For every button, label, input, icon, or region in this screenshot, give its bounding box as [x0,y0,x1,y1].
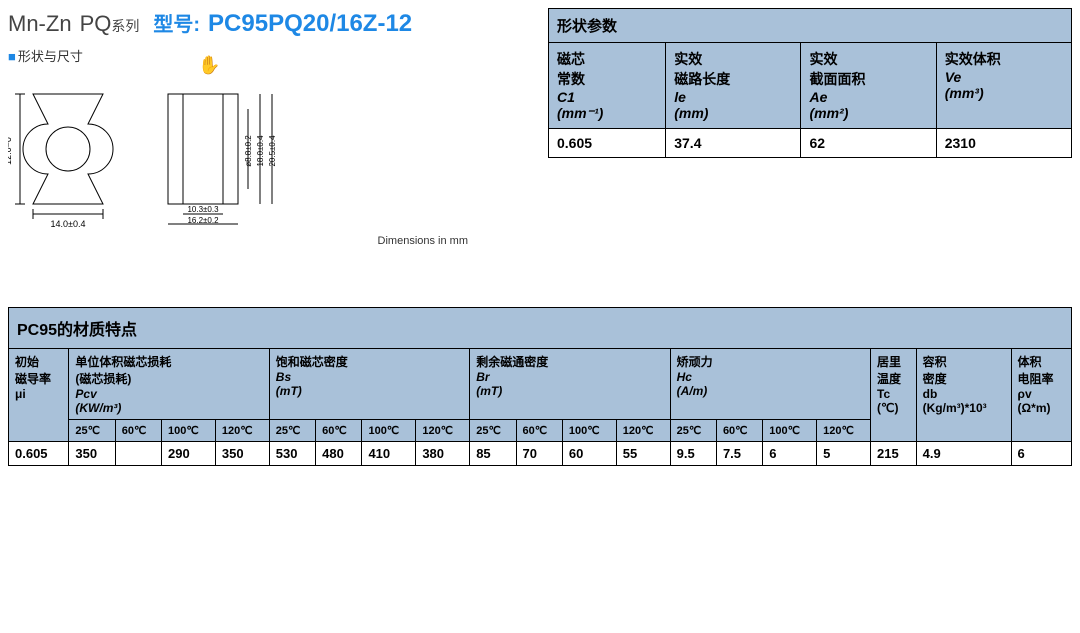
val-br-0: 85 [470,442,516,466]
schematic-front: 14.0±0.4 12.0−0 [8,69,128,229]
val-hc-1: 7.5 [716,442,762,466]
val-bs-3: 380 [416,442,470,466]
material-table-title: PC95的材质特点 [9,308,1072,349]
val-pcv-2: 290 [162,442,216,466]
val-pcv-3: 350 [215,442,269,466]
dim-d6: 10.3±0.3 [187,205,219,214]
dim-d5: 20.5±0.4 [268,135,277,167]
val-hc-2: 6 [763,442,817,466]
bs-t1: 60℃ [316,420,362,442]
col-br: 剩余磁通密度 Br (mT) [470,349,670,420]
val-ve: 2310 [936,129,1071,158]
hc-t1: 60℃ [716,420,762,442]
series-prefix: Mn-Zn [8,11,72,37]
col-tc: 居里 温度 Tc (℃) [871,349,917,442]
col-hc: 矫顽力 Hc (A/m) [670,349,870,420]
title-and-diagram: Mn-Zn PQ系列 型号: PC95PQ20/16Z-12 形状与尺寸 ✋ [8,8,528,247]
col-pv: 体积 电阻率 ρv (Ω*m) [1011,349,1071,442]
bs-t2: 100℃ [362,420,416,442]
val-hc-3: 5 [817,442,871,466]
val-bs-0: 530 [269,442,315,466]
br-t1: 60℃ [516,420,562,442]
pcv-t1: 60℃ [115,420,161,442]
dim-d2: 12.0−0 [8,137,13,165]
shape-params-table: 形状参数 磁芯 常数 C1 (mm⁻¹) 实效 磁路长度 le (mm) 实效 … [548,8,1072,158]
col-db: 容积 密度 db (Kg/m³)*10³ [916,349,1011,442]
material-group-row: 初始 磁导率 μi 单位体积磁芯损耗 (磁芯损耗) Pcv (KW/m³) 饱和… [9,349,1072,420]
val-ae: 62 [801,129,936,158]
val-db: 4.9 [916,442,1011,466]
col-bs: 饱和磁芯密度 Bs (mT) [269,349,469,420]
schematic-side: ø8.8±0.2 18.0±0.4 20.5±0.4 10.3±0.3 16.2… [148,69,308,229]
diagram-wrap: ✋ 14.0±0.4 12.0−0 [8,69,528,229]
hc-t2: 100℃ [763,420,817,442]
series-name: PQ系列 [80,11,140,37]
val-pv: 6 [1011,442,1071,466]
top-section: Mn-Zn PQ系列 型号: PC95PQ20/16Z-12 形状与尺寸 ✋ [8,8,1072,247]
dim-d3: ø8.8±0.2 [244,135,253,167]
val-le: 37.4 [666,129,801,158]
material-properties-table: PC95的材质特点 初始 磁导率 μi 单位体积磁芯损耗 (磁芯损耗) Pcv … [8,307,1072,466]
val-bs-2: 410 [362,442,416,466]
val-br-3: 55 [616,442,670,466]
shape-table-header-row: 磁芯 常数 C1 (mm⁻¹) 实效 磁路长度 le (mm) 实效 截面面积 … [549,43,1072,129]
hc-t3: 120℃ [817,420,871,442]
val-bs-1: 480 [316,442,362,466]
pcv-t0: 25℃ [69,420,115,442]
br-t0: 25℃ [470,420,516,442]
val-pcv-1 [115,442,161,466]
pcv-t3: 120℃ [215,420,269,442]
bs-t3: 120℃ [416,420,470,442]
pcv-t2: 100℃ [162,420,216,442]
val-br-1: 70 [516,442,562,466]
shape-table-data-row: 0.605 37.4 62 2310 [549,129,1072,158]
val-br-2: 60 [562,442,616,466]
model-value: PC95PQ20/16Z-12 [208,10,412,38]
col-le: 实效 磁路长度 le (mm) [666,43,801,129]
val-pcv-0: 350 [69,442,115,466]
material-data-row: 0.605 350 290 350 530 480 410 380 85 70 … [9,442,1072,466]
title-line: Mn-Zn PQ系列 型号: PC95PQ20/16Z-12 [8,8,528,38]
dim-d7: 16.2±0.2 [187,216,219,225]
val-tc: 215 [871,442,917,466]
shape-size-label: 形状与尺寸 [8,46,528,65]
val-c1: 0.605 [549,129,666,158]
col-c1: 磁芯 常数 C1 (mm⁻¹) [549,43,666,129]
col-mu: 初始 磁导率 μi [9,349,69,442]
br-t3: 120℃ [616,420,670,442]
col-ae: 实效 截面面积 Ae (mm²) [801,43,936,129]
shape-table-title: 形状参数 [549,9,1072,43]
hc-t0: 25℃ [670,420,716,442]
dim-d4: 18.0±0.4 [256,135,265,167]
col-ve: 实效体积 Ve (mm³) [936,43,1071,129]
dim-d1: 14.0±0.4 [51,219,86,229]
dimensions-note: Dimensions in mm [8,235,528,247]
val-mu: 0.605 [9,442,69,466]
br-t2: 100℃ [562,420,616,442]
model-label: 型号: [153,8,200,37]
col-pcv: 单位体积磁芯损耗 (磁芯损耗) Pcv (KW/m³) [69,349,269,420]
val-hc-0: 9.5 [670,442,716,466]
bs-t0: 25℃ [269,420,315,442]
